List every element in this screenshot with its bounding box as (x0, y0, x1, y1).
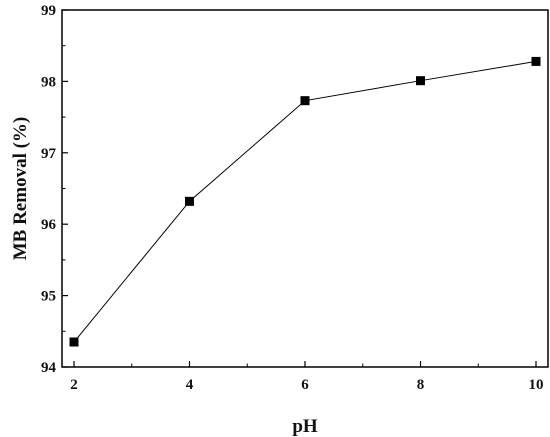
data-point (185, 196, 194, 206)
data-point (416, 76, 425, 86)
major-ticks (62, 9, 537, 368)
plot-frame (61, 9, 549, 368)
y-axis-title: MB Removal (%) (10, 117, 31, 261)
x-tick-label: 6 (301, 377, 309, 393)
x-tick-labels: 2 4 6 8 10 (70, 377, 543, 393)
y-tick-label: 98 (41, 74, 56, 90)
x-tick-label: 10 (529, 377, 544, 393)
data-point (300, 96, 310, 106)
minor-ticks (62, 45, 479, 367)
x-tick-label: 4 (186, 377, 194, 393)
data-point (531, 56, 541, 66)
y-tick-label: 97 (41, 146, 57, 162)
y-tick-label: 95 (41, 289, 56, 305)
y-tick-labels: 94 95 96 97 98 99 (41, 3, 57, 376)
x-tick-label: 2 (70, 377, 78, 393)
data-point (69, 337, 79, 347)
y-tick-label: 94 (41, 360, 57, 376)
y-tick-label: 99 (41, 3, 56, 19)
x-axis-title: pH (292, 416, 318, 437)
y-tick-label: 96 (41, 217, 57, 233)
data-layer (69, 56, 541, 347)
x-tick-label: 8 (417, 377, 425, 393)
